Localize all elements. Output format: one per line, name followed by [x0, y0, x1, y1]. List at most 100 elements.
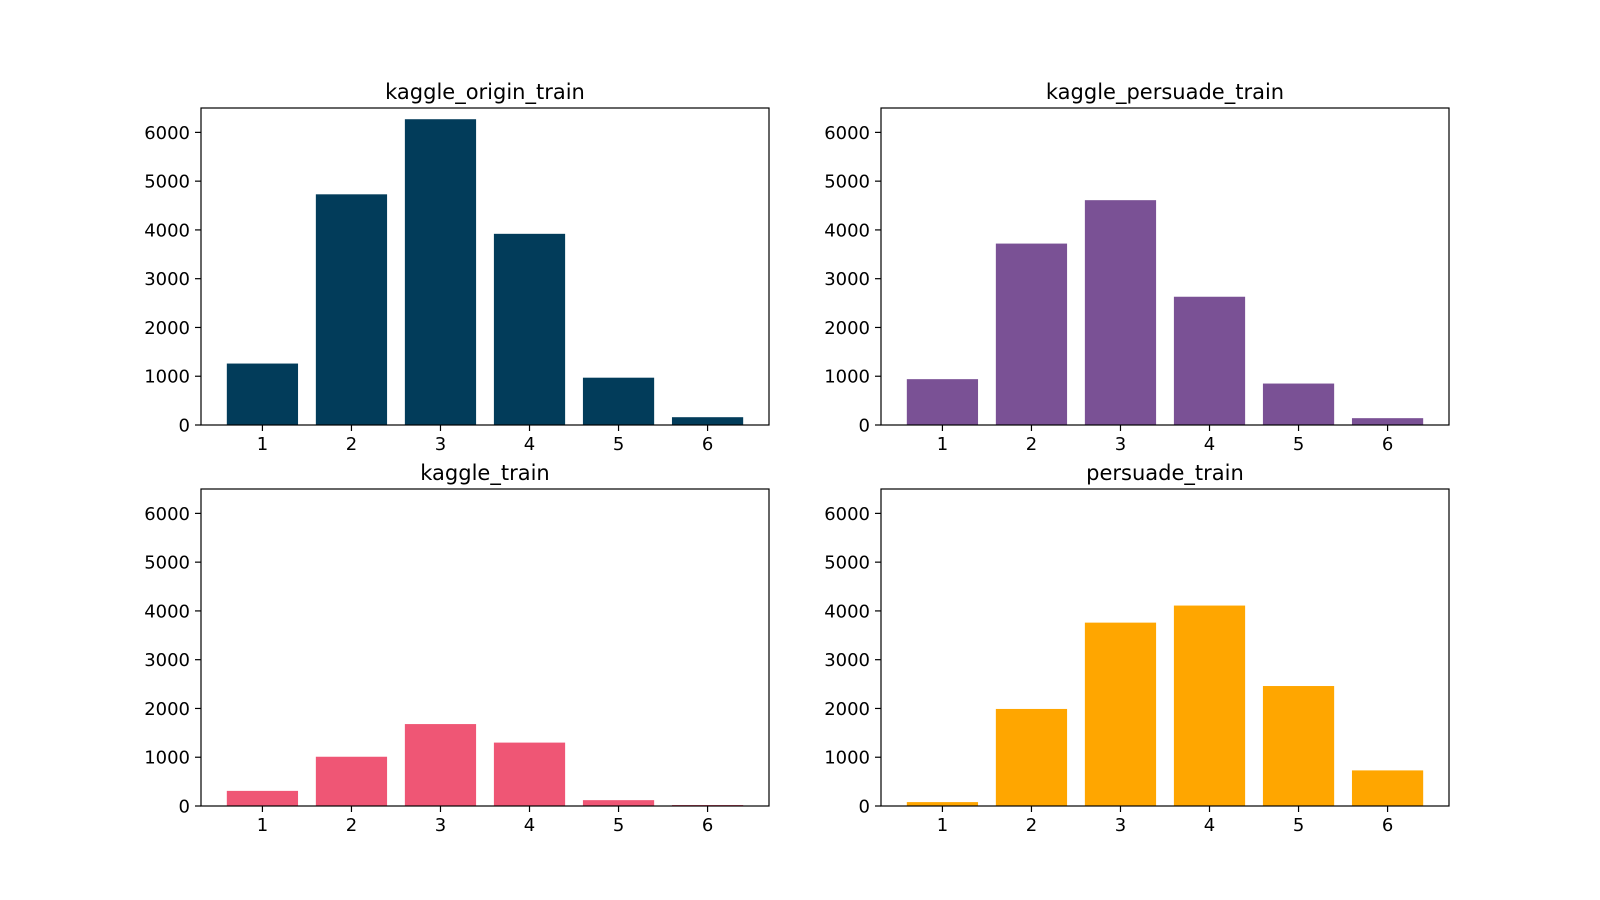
x-tick-label: 3 — [435, 434, 446, 455]
x-tick-label: 2 — [1026, 434, 1037, 455]
y-tick-label: 4000 — [144, 220, 190, 241]
bar-2 — [995, 243, 1068, 425]
bar-4 — [1173, 605, 1246, 806]
axes-frame — [200, 107, 770, 426]
y-tick-label: 0 — [179, 416, 190, 437]
subplot-title: kaggle_persuade_train — [1046, 80, 1284, 105]
x-axis-ticks: 1 2 3 4 5 6 — [937, 806, 1393, 836]
x-tick-label: 1 — [937, 815, 948, 836]
x-tick-label: 3 — [1115, 815, 1126, 836]
subplot-kaggle-persuade-train: kaggle_persuade_train 1 2 3 4 5 6 0 1000 2000 30… — [824, 80, 1450, 455]
bar-4 — [1173, 296, 1246, 425]
x-tick-label: 6 — [702, 434, 713, 455]
bar-group — [906, 605, 1424, 806]
x-tick-label: 5 — [613, 815, 624, 836]
y-tick-label: 4000 — [824, 601, 870, 622]
y-tick-label: 0 — [859, 797, 870, 818]
subplot-title: kaggle_train — [420, 461, 549, 486]
y-tick-label: 2000 — [144, 318, 190, 339]
bar-5 — [1262, 686, 1335, 806]
bar-3 — [404, 119, 477, 425]
bar-group — [906, 200, 1424, 425]
bar-5 — [582, 377, 655, 425]
y-tick-label: 6000 — [824, 504, 870, 525]
y-tick-label: 3000 — [144, 650, 190, 671]
y-tick-label: 2000 — [144, 699, 190, 720]
y-tick-label: 6000 — [144, 123, 190, 144]
bar-1 — [226, 790, 299, 806]
bar-3 — [1084, 622, 1157, 806]
x-tick-label: 6 — [1382, 434, 1393, 455]
subplot-persuade-train: persuade_train 1 2 3 4 5 6 0 1000 2000 3000 4000 5… — [824, 461, 1450, 836]
x-tick-label: 6 — [702, 815, 713, 836]
y-tick-label: 3000 — [824, 269, 870, 290]
bar-group — [226, 724, 744, 806]
bar-1 — [906, 802, 979, 806]
x-tick-label: 1 — [937, 434, 948, 455]
subplot-kaggle-origin-train: kaggle_origin_train 1 2 3 4 5 6 0 1000 2000 3000… — [144, 80, 770, 455]
bar-group — [226, 119, 744, 425]
x-tick-label: 4 — [524, 434, 535, 455]
bar-2 — [315, 194, 388, 425]
x-axis-ticks: 1 2 3 4 5 6 — [257, 806, 713, 836]
y-axis-ticks: 0 1000 2000 3000 4000 5000 6000 — [144, 123, 201, 437]
x-tick-label: 3 — [435, 815, 446, 836]
y-tick-label: 1000 — [824, 748, 870, 769]
bar-5 — [582, 800, 655, 806]
y-axis-ticks: 0 1000 2000 3000 4000 5000 6000 — [824, 123, 881, 437]
y-axis-ticks: 0 1000 2000 3000 4000 5000 6000 — [144, 504, 201, 818]
bar-4 — [493, 742, 566, 806]
y-tick-label: 0 — [179, 797, 190, 818]
x-tick-label: 2 — [346, 434, 357, 455]
axes-frame — [880, 488, 1450, 807]
x-tick-label: 6 — [1382, 815, 1393, 836]
y-tick-label: 2000 — [824, 318, 870, 339]
y-tick-label: 3000 — [824, 650, 870, 671]
bar-1 — [226, 363, 299, 425]
y-tick-label: 6000 — [144, 504, 190, 525]
y-tick-label: 1000 — [144, 748, 190, 769]
x-tick-label: 4 — [524, 815, 535, 836]
bar-6 — [1351, 418, 1424, 425]
x-tick-label: 5 — [1293, 434, 1304, 455]
y-tick-label: 2000 — [824, 699, 870, 720]
axes-frame — [880, 107, 1450, 426]
y-tick-label: 5000 — [144, 172, 190, 193]
bar-3 — [1084, 200, 1157, 425]
x-tick-label: 5 — [1293, 815, 1304, 836]
y-tick-label: 3000 — [144, 269, 190, 290]
y-tick-label: 1000 — [824, 367, 870, 388]
y-tick-label: 1000 — [144, 367, 190, 388]
y-tick-label: 6000 — [824, 123, 870, 144]
x-tick-label: 4 — [1204, 434, 1215, 455]
x-tick-label: 1 — [257, 434, 268, 455]
bar-1 — [906, 379, 979, 425]
bar-4 — [493, 233, 566, 425]
y-tick-label: 5000 — [824, 553, 870, 574]
x-axis-ticks: 1 2 3 4 5 6 — [937, 425, 1393, 455]
x-tick-label: 3 — [1115, 434, 1126, 455]
bar-3 — [404, 724, 477, 806]
bar-2 — [995, 708, 1068, 806]
bar-2 — [315, 756, 388, 806]
y-tick-label: 4000 — [824, 220, 870, 241]
subplot-title: persuade_train — [1086, 461, 1244, 486]
y-tick-label: 4000 — [144, 601, 190, 622]
y-tick-label: 5000 — [824, 172, 870, 193]
y-tick-label: 0 — [859, 416, 870, 437]
y-axis-ticks: 0 1000 2000 3000 4000 5000 6000 — [824, 504, 881, 818]
x-tick-label: 2 — [346, 815, 357, 836]
y-tick-label: 5000 — [144, 553, 190, 574]
x-tick-label: 1 — [257, 815, 268, 836]
bar-6 — [671, 417, 744, 425]
bar-5 — [1262, 383, 1335, 425]
axes-frame — [200, 488, 770, 807]
x-axis-ticks: 1 2 3 4 5 6 — [257, 425, 713, 455]
subplot-kaggle-train: kaggle_train 1 2 3 4 5 6 0 1000 2000 3000 4000 500… — [144, 461, 770, 836]
x-tick-label: 4 — [1204, 815, 1215, 836]
x-tick-label: 5 — [613, 434, 624, 455]
bar-6 — [1351, 770, 1424, 806]
subplot-title: kaggle_origin_train — [385, 80, 585, 105]
